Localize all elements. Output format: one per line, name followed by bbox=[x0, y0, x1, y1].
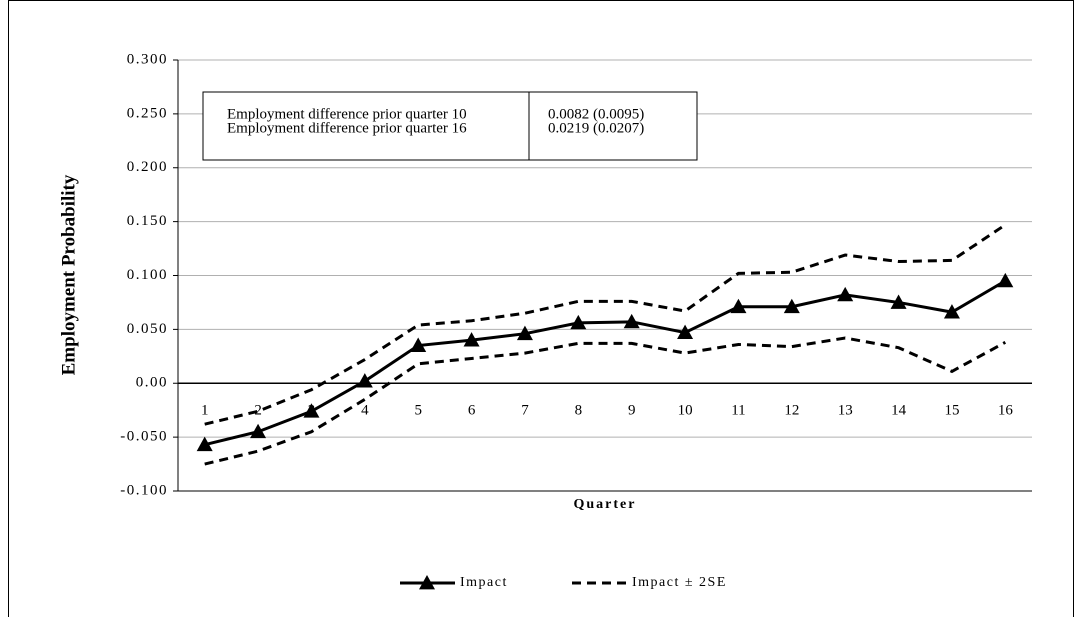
y-tick-label: 0.250 bbox=[127, 105, 168, 121]
y-axis-title: Employment Probability bbox=[58, 174, 79, 375]
marker bbox=[890, 294, 907, 309]
y-tick-label: -0.050 bbox=[120, 429, 168, 445]
marker bbox=[410, 337, 427, 352]
x-tick-label: 4 bbox=[361, 403, 369, 419]
marker bbox=[463, 332, 480, 347]
legend-label: Impact ± 2SE bbox=[632, 575, 727, 590]
y-tick-label: -0.100 bbox=[120, 482, 168, 498]
y-tick-label: 0.300 bbox=[127, 51, 168, 67]
annotation-cell: Employment difference prior quarter 16 bbox=[227, 120, 467, 136]
y-tick-label: 0.150 bbox=[127, 213, 168, 229]
y-tick-label: 0.00 bbox=[136, 375, 168, 391]
marker bbox=[356, 373, 373, 388]
band-line bbox=[204, 336, 1007, 466]
x-tick-label: 8 bbox=[575, 403, 583, 419]
x-tick-label: 6 bbox=[468, 403, 476, 419]
annotation-cell: Employment difference prior quarter 10 bbox=[227, 106, 467, 122]
x-tick-label: 11 bbox=[731, 403, 745, 419]
x-tick-label: 1 bbox=[201, 403, 209, 419]
marker bbox=[303, 403, 320, 418]
band-line bbox=[204, 223, 1007, 426]
marker bbox=[730, 298, 747, 314]
x-tick-label: 10 bbox=[678, 403, 693, 419]
marker bbox=[250, 423, 267, 439]
impact-line bbox=[204, 279, 1007, 447]
x-tick-label: 16 bbox=[998, 403, 1014, 419]
legend-marker bbox=[419, 575, 435, 590]
marker bbox=[623, 313, 640, 329]
x-tick-label: 14 bbox=[891, 403, 907, 419]
annotation-cell: 0.0082 (0.0095) bbox=[548, 106, 644, 122]
x-tick-label: 13 bbox=[838, 403, 853, 419]
marker bbox=[196, 436, 213, 452]
x-axis-title: Quarter bbox=[574, 497, 637, 512]
y-tick-label: 0.100 bbox=[127, 267, 168, 283]
legend-label: Impact bbox=[460, 575, 508, 590]
x-tick-label: 15 bbox=[944, 403, 959, 419]
annotation-cell: 0.0219 (0.0207) bbox=[548, 120, 644, 136]
x-tick-label: 12 bbox=[784, 403, 799, 419]
x-tick-label: 7 bbox=[521, 403, 529, 419]
chart-border bbox=[8, 0, 1074, 617]
marker bbox=[677, 324, 694, 340]
y-tick-label: 0.200 bbox=[127, 159, 168, 175]
x-tick-label: 2 bbox=[254, 403, 262, 419]
marker bbox=[837, 286, 854, 302]
marker bbox=[943, 304, 960, 319]
marker bbox=[997, 272, 1014, 288]
x-tick-label: 9 bbox=[628, 403, 636, 419]
x-tick-label: 5 bbox=[414, 403, 422, 419]
marker bbox=[783, 298, 800, 314]
annotation-box bbox=[202, 91, 698, 161]
marker bbox=[570, 314, 587, 330]
marker bbox=[516, 325, 533, 341]
y-tick-label: 0.050 bbox=[127, 321, 168, 337]
